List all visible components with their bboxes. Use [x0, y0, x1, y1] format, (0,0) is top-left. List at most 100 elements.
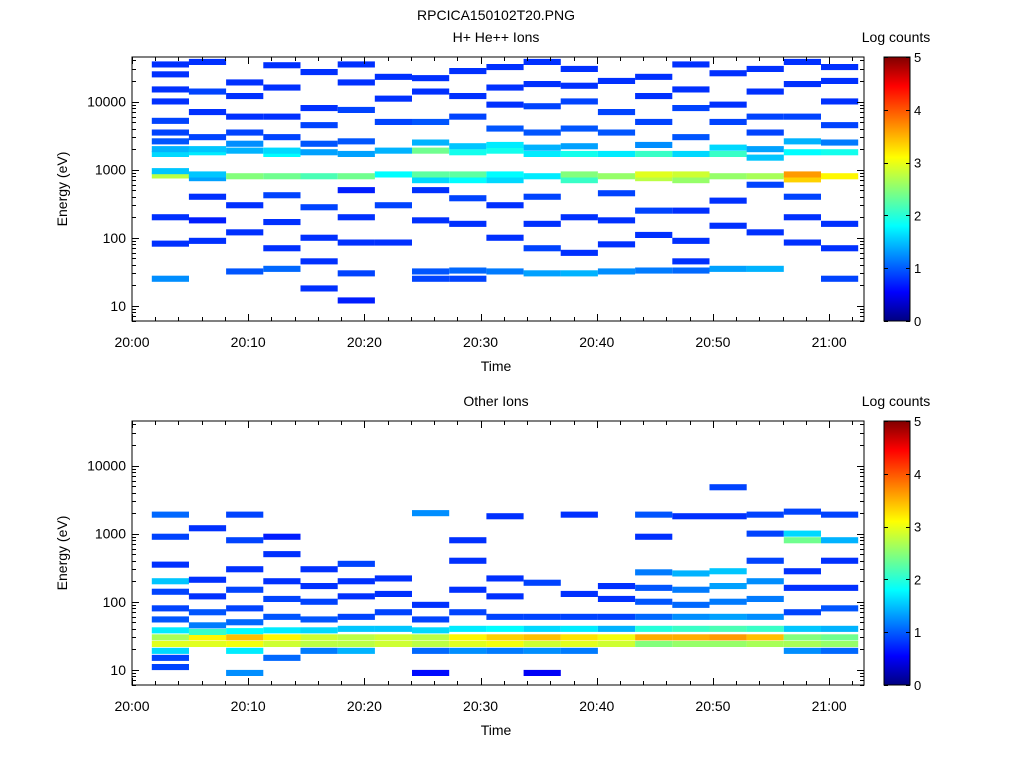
heatmap-cell: [523, 173, 561, 180]
heatmap-cell: [746, 88, 784, 95]
heatmap-cell: [412, 275, 450, 282]
heatmap-cell: [188, 609, 227, 616]
heatmap-cell: [635, 171, 673, 178]
heatmap-cell: [783, 584, 821, 591]
heatmap-cell: [263, 578, 301, 585]
heatmap-cell: [263, 219, 301, 226]
heatmap-cell: [188, 146, 227, 153]
heatmap-cell: [560, 177, 598, 184]
colorbar-title: Log counts: [862, 393, 931, 409]
heatmap-cell: [635, 613, 673, 620]
heatmap-cell: [783, 530, 821, 537]
heatmap-cell: [486, 101, 524, 108]
heatmap-cell: [560, 590, 598, 597]
heatmap-cell: [374, 202, 412, 209]
heatmap-cell: [597, 173, 636, 180]
heatmap-cell: [226, 566, 264, 573]
heatmap-cell: [300, 234, 338, 241]
heatmap-cell: [151, 634, 189, 641]
heatmap-cell: [486, 613, 524, 620]
heatmap-cell: [226, 268, 264, 275]
heatmap-cell: [449, 275, 487, 282]
heatmap-cell: [151, 71, 189, 78]
heatmap-cell: [709, 513, 747, 520]
heatmap-cell: [746, 265, 784, 272]
heatmap-cell: [449, 647, 487, 654]
colorbar-tick-label: 5: [914, 50, 921, 65]
heatmap-cell: [188, 134, 227, 141]
heatmap-cell: [597, 129, 636, 136]
x-tick-label: 20:10: [231, 334, 266, 350]
colorbar-tick-label: 4: [914, 103, 921, 118]
heatmap-cell: [672, 601, 710, 608]
x-tick-label: 20:10: [231, 698, 266, 714]
heatmap-cell: [486, 575, 524, 582]
heatmap-cell: [821, 149, 859, 156]
heatmap-cell: [746, 129, 784, 136]
heatmap-cell: [486, 513, 524, 520]
heatmap-cell: [412, 187, 450, 194]
heatmap-cell: [746, 229, 784, 236]
colorbar-tick-label: 5: [914, 414, 921, 429]
heatmap-cell: [597, 583, 636, 590]
heatmap-cell: [226, 647, 264, 654]
x-tick-label: 20:40: [579, 698, 614, 714]
panel-title: Other Ions: [463, 393, 528, 409]
heatmap-cell: [263, 192, 301, 199]
heatmap-cell: [226, 140, 264, 147]
heatmap-cell: [374, 625, 412, 632]
heatmap-cell: [188, 237, 227, 244]
heatmap-cell: [523, 270, 561, 277]
heatmap-cell: [523, 58, 561, 65]
heatmap-cell: [337, 647, 375, 654]
y-tick-label: 10: [110, 298, 126, 314]
heatmap-cell: [412, 88, 450, 95]
heatmap-cell: [709, 150, 747, 157]
heatmap-cell: [151, 129, 189, 136]
x-tick-label: 20:30: [463, 698, 498, 714]
heatmap-cell: [337, 578, 375, 585]
heatmap-cell: [821, 64, 859, 71]
heatmap-cell: [300, 583, 338, 590]
heatmap-cell: [821, 98, 859, 105]
heatmap-cell: [337, 640, 375, 647]
heatmap-cell: [300, 285, 338, 292]
heatmap-cell: [597, 241, 636, 248]
x-tick-label: 20:00: [114, 698, 149, 714]
heatmap-cell: [709, 625, 747, 632]
panel-title: H+ He++ Ions: [453, 29, 540, 45]
heatmap-cell: [635, 207, 673, 214]
y-tick-label: 100: [103, 230, 127, 246]
heatmap-cell: [188, 175, 227, 182]
heatmap-cell: [486, 171, 524, 178]
heatmap-cell: [821, 511, 859, 518]
heatmap-cell: [337, 79, 375, 86]
heatmap-cell: [226, 113, 264, 120]
heatmap-cell: [374, 73, 412, 80]
heatmap-cell: [188, 525, 227, 532]
heatmap-cell: [412, 601, 450, 608]
heatmap-cell: [560, 143, 598, 150]
heatmap-cell: [672, 61, 710, 68]
heatmap-cell: [486, 234, 524, 241]
heatmap-cell: [783, 81, 821, 88]
heatmap-cell: [709, 197, 747, 204]
heatmap-cell: [709, 222, 747, 229]
heatmap-cell: [449, 68, 487, 75]
heatmap-cell: [226, 628, 264, 635]
heatmap-cell: [151, 605, 189, 612]
heatmap-cell: [560, 270, 598, 277]
heatmap-cell: [188, 88, 227, 95]
heatmap-cell: [151, 647, 189, 654]
heatmap-cell: [821, 625, 859, 632]
heatmap-cell: [374, 239, 412, 246]
x-tick-label: 20:50: [695, 698, 730, 714]
y-tick-label: 1000: [95, 526, 126, 542]
heatmap-cell: [337, 634, 375, 641]
heatmap-cell: [449, 220, 487, 227]
heatmap-cell: [635, 150, 673, 157]
colorbar-tick-label: 3: [914, 156, 921, 171]
heatmap-cell: [597, 640, 636, 647]
heatmap-cell: [635, 231, 673, 238]
heatmap-cell: [821, 605, 859, 612]
